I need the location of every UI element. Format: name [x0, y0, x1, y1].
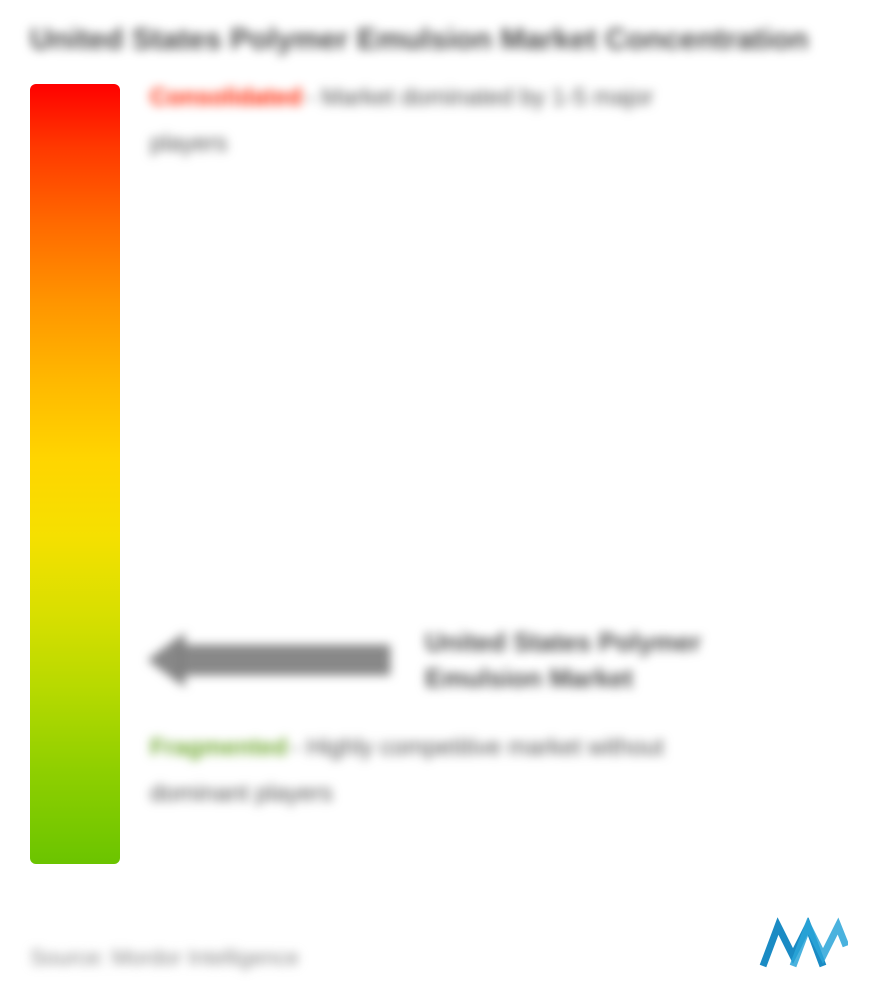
mordor-logo	[758, 916, 848, 976]
consolidated-description: - Market dominated by 1-5 major	[306, 84, 653, 111]
right-content-area: Consolidated - Market dominated by 1-5 m…	[150, 84, 848, 864]
logo-icon	[758, 916, 848, 971]
fragmented-description: - Highly competitive market without	[292, 734, 664, 761]
consolidated-block: Consolidated - Market dominated by 1-5 m…	[150, 84, 848, 158]
fragmented-label: Fragmented	[150, 734, 287, 761]
fragmented-block: Fragmented - Highly competitive market w…	[150, 734, 664, 808]
market-label-line2: Emulsion Market	[425, 660, 701, 696]
source-attribution: Source: Mordor Intelligence	[30, 945, 299, 971]
market-indicator-section: United States Polymer Emulsion Market	[150, 624, 701, 697]
consolidated-label: Consolidated	[150, 84, 302, 111]
market-indicator-label: United States Polymer Emulsion Market	[425, 624, 701, 697]
chart-title: United States Polymer Emulsion Market Co…	[30, 20, 848, 59]
fragmented-description-line2: dominant players	[150, 780, 664, 808]
content-area: Consolidated - Market dominated by 1-5 m…	[30, 84, 848, 864]
market-label-line1: United States Polymer	[425, 624, 701, 660]
concentration-gradient-bar	[30, 84, 120, 864]
arrow-left-icon	[150, 635, 390, 685]
consolidated-description-line2: players	[150, 130, 848, 158]
